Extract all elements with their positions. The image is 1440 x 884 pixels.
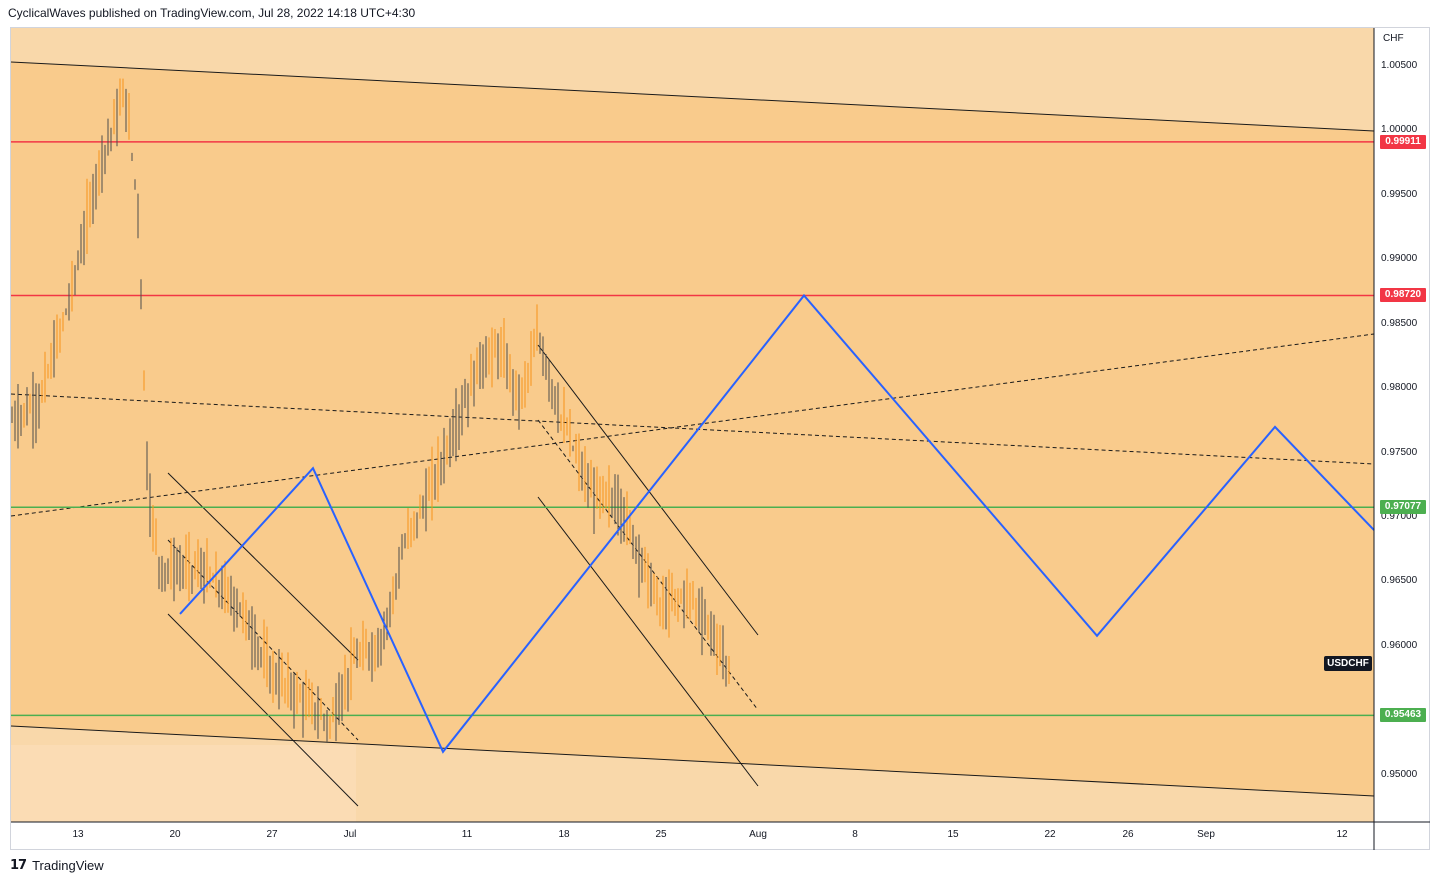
upper-zone bbox=[11, 28, 1374, 131]
date-tick-label: 11 bbox=[461, 829, 473, 840]
history-lower-shade bbox=[11, 745, 356, 822]
price-tick-label: 0.96500 bbox=[1381, 575, 1418, 586]
level-price-tag: 0.97077 bbox=[1380, 500, 1426, 515]
price-tick-label: 0.97500 bbox=[1381, 447, 1418, 458]
level-price-tag: 0.99911 bbox=[1380, 134, 1426, 149]
tradingview-logo-icon: 17 bbox=[10, 858, 27, 873]
date-tick-label: Jul bbox=[343, 829, 357, 840]
projection-path bbox=[179, 293, 1375, 754]
date-tick-label: 13 bbox=[72, 829, 84, 840]
symbol-tag: USDCHF bbox=[1324, 656, 1372, 671]
publish-info: CyclicalWaves published on TradingView.c… bbox=[8, 6, 416, 20]
price-tick-label: 0.98000 bbox=[1381, 382, 1418, 393]
channel1-upper bbox=[167, 472, 359, 661]
horizontal-levels bbox=[11, 141, 1374, 717]
channel1-mid bbox=[167, 539, 359, 741]
price-tick-label: 0.95000 bbox=[1381, 769, 1418, 780]
channel1-lower bbox=[167, 613, 359, 807]
price-tick-label: 0.99000 bbox=[1381, 253, 1418, 264]
date-tick-label: 12 bbox=[1336, 829, 1348, 840]
date-tick-label: Sep bbox=[1197, 829, 1215, 840]
date-tick-label: 15 bbox=[947, 829, 959, 840]
price-tick-label: 0.97000 bbox=[1381, 511, 1418, 522]
date-tick-label: 20 bbox=[169, 829, 181, 840]
level-price-tag: 0.95463 bbox=[1380, 708, 1426, 723]
date-tick-label: 18 bbox=[558, 829, 570, 840]
channel2-lower bbox=[537, 496, 759, 787]
dashed-up-line bbox=[10, 333, 1375, 517]
price-tick-label: 0.99500 bbox=[1381, 189, 1418, 200]
price-tick-label: 0.96000 bbox=[1381, 640, 1418, 651]
date-tick-label: 25 bbox=[655, 829, 667, 840]
currency-label: CHF bbox=[1383, 33, 1404, 44]
channel2-upper bbox=[537, 344, 759, 636]
date-tick-label: 27 bbox=[266, 829, 278, 840]
date-tick-label: 8 bbox=[852, 829, 858, 840]
brand-name: TradingView bbox=[32, 858, 104, 873]
chart-frame[interactable] bbox=[10, 27, 1430, 850]
price-tick-label: 1.00000 bbox=[1381, 124, 1418, 135]
dashed-down-line bbox=[10, 393, 1375, 465]
price-tick-label: 0.98500 bbox=[1381, 318, 1418, 329]
lower-channel-line bbox=[10, 725, 1375, 797]
candles bbox=[11, 78, 730, 742]
price-tick-label: 1.00500 bbox=[1381, 60, 1418, 71]
level-price-tag: 0.98720 bbox=[1380, 288, 1426, 303]
date-tick-label: Aug bbox=[749, 829, 767, 840]
footer-brand[interactable]: 17 TradingView bbox=[10, 858, 104, 873]
date-tick-label: 22 bbox=[1044, 829, 1056, 840]
date-tick-label: 26 bbox=[1122, 829, 1134, 840]
upper-channel-line bbox=[10, 61, 1375, 132]
